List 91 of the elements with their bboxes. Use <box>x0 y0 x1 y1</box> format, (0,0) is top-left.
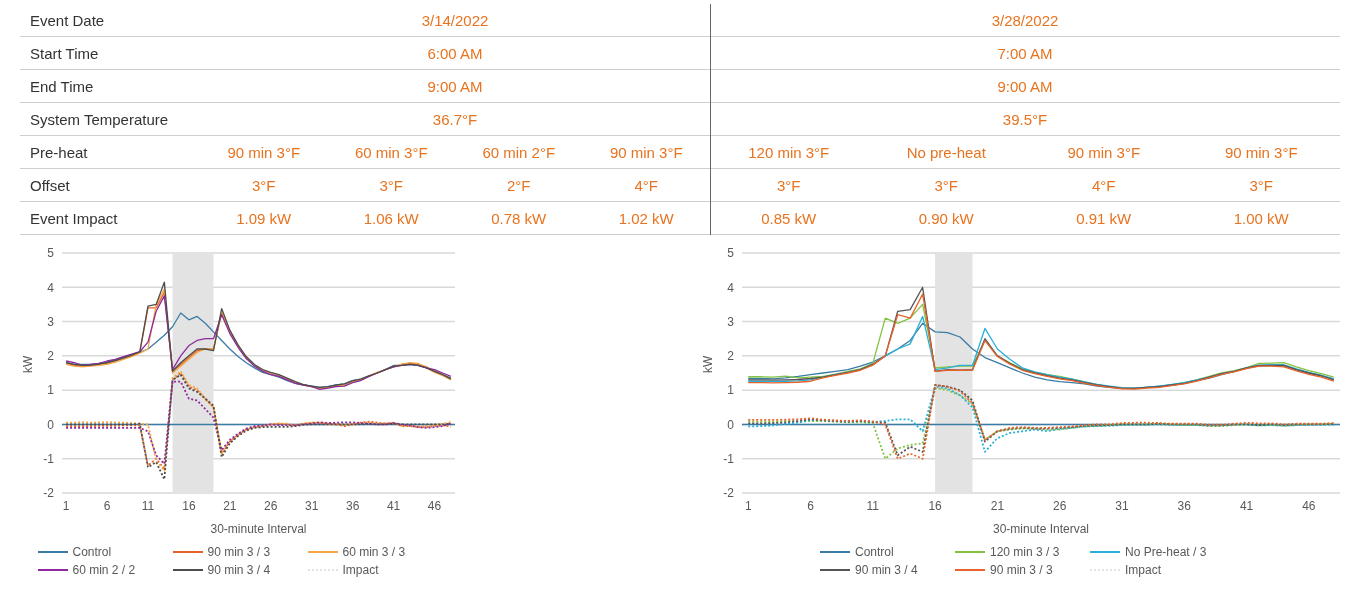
text: Start Time <box>30 44 99 64</box>
legend-label: 90 min 3 / 4 <box>855 563 918 577</box>
y-axis-title: kW <box>701 355 716 373</box>
y-axis-title: kW <box>21 355 36 373</box>
text: 0.90 kW <box>917 209 975 229</box>
y-tick-label: 1 <box>47 383 55 398</box>
x-tick-label: 46 <box>1302 498 1316 513</box>
text: 90 min 3°F <box>1066 143 1142 163</box>
legend-label: Control <box>72 545 112 559</box>
x-tick-label: 11 <box>866 498 880 513</box>
text: 3/14/2022 <box>420 11 490 31</box>
text: End Time <box>30 77 94 97</box>
text: 60 min 2°F <box>481 143 557 163</box>
y-tick-label: 0 <box>727 417 735 432</box>
text: 3°F <box>1248 176 1274 196</box>
y-tick-label: 4 <box>727 280 735 295</box>
x-axis-title: 30-minute Interval <box>992 522 1090 536</box>
legend-label: Control <box>855 545 894 559</box>
text: 60 min 3°F <box>353 143 429 163</box>
y-tick-label: 5 <box>727 246 735 261</box>
y-tick-label: -2 <box>43 486 55 501</box>
text: 3°F <box>933 176 959 196</box>
text: 120 min 3°F <box>747 143 831 163</box>
legend-label: 120 min 3 / 3 <box>990 545 1060 559</box>
text: 90 min 3°F <box>608 143 684 163</box>
text: 4°F <box>1091 176 1117 196</box>
y-tick-label: 1 <box>727 383 735 398</box>
text: 90 min 3°F <box>1223 143 1299 163</box>
x-tick-label: 36 <box>345 498 360 513</box>
x-tick-label: 16 <box>928 498 943 513</box>
x-tick-label: 6 <box>103 498 111 513</box>
y-tick-label: -1 <box>43 451 55 466</box>
text: Event Date <box>30 11 105 31</box>
x-tick-label: 36 <box>1177 498 1192 513</box>
text: 0.85 kW <box>760 209 818 229</box>
y-tick-label: 4 <box>47 280 55 295</box>
text: 2°F <box>506 176 532 196</box>
x-tick-label: 21 <box>223 498 237 513</box>
y-tick-label: 2 <box>727 349 735 364</box>
x-tick-label: 6 <box>807 498 815 513</box>
legend-label: 60 min 2 / 2 <box>72 563 136 577</box>
x-tick-label: 11 <box>141 498 155 513</box>
legend-label: 90 min 3 / 3 <box>207 545 271 559</box>
text: System Temperature <box>30 110 169 130</box>
legend-label: Impact <box>342 563 379 577</box>
x-tick-label: 1 <box>744 498 752 513</box>
legend-label: 90 min 3 / 4 <box>207 563 271 577</box>
x-tick-label: 46 <box>427 498 442 513</box>
text: 3/28/2022 <box>990 11 1060 31</box>
text: 90 min 3°F <box>226 143 302 163</box>
text: No pre-heat <box>905 143 987 163</box>
text: 9:00 AM <box>996 77 1054 97</box>
legend-label: Impact <box>1125 563 1162 577</box>
x-tick-label: 26 <box>1053 498 1067 513</box>
text: 1.09 kW <box>235 209 293 229</box>
text: 39.5°F <box>1001 110 1049 130</box>
text: 4°F <box>633 176 659 196</box>
text: 3°F <box>776 176 802 196</box>
text: 6:00 AM <box>426 44 484 64</box>
legend-label: 60 min 3 / 3 <box>342 545 406 559</box>
x-tick-label: 41 <box>1239 498 1254 513</box>
legend-label: 90 min 3 / 3 <box>990 563 1053 577</box>
x-axis-title: 30-minute Interval <box>210 522 307 536</box>
x-tick-label: 31 <box>1115 498 1129 513</box>
text: Pre-heat <box>30 143 88 163</box>
x-tick-label: 31 <box>305 498 319 513</box>
text: 0.91 kW <box>1075 209 1133 229</box>
x-tick-label: 26 <box>264 498 278 513</box>
text: 36.7°F <box>431 110 479 130</box>
text: Event Impact <box>30 209 118 229</box>
y-tick-label: 5 <box>47 246 55 261</box>
x-tick-label: 16 <box>182 498 196 513</box>
legend-label: No Pre-heat / 3 <box>1125 545 1207 559</box>
text: Offset <box>30 176 70 196</box>
x-tick-label: 21 <box>990 498 1005 513</box>
text: 3°F <box>378 176 404 196</box>
text: 1.02 kW <box>617 209 675 229</box>
text: 1.06 kW <box>362 209 420 229</box>
text: 7:00 AM <box>996 44 1054 64</box>
text: 9:00 AM <box>426 77 484 97</box>
y-tick-label: -1 <box>723 451 735 466</box>
y-tick-label: 3 <box>727 314 735 329</box>
y-tick-label: 0 <box>47 417 55 432</box>
x-tick-label: 1 <box>62 498 70 513</box>
y-tick-label: -2 <box>723 486 735 501</box>
y-tick-label: 3 <box>47 314 55 329</box>
x-tick-label: 41 <box>386 498 401 513</box>
text: 1.00 kW <box>1232 209 1290 229</box>
text: 0.78 kW <box>490 209 548 229</box>
text: 3°F <box>251 176 277 196</box>
y-tick-label: 2 <box>47 349 55 364</box>
